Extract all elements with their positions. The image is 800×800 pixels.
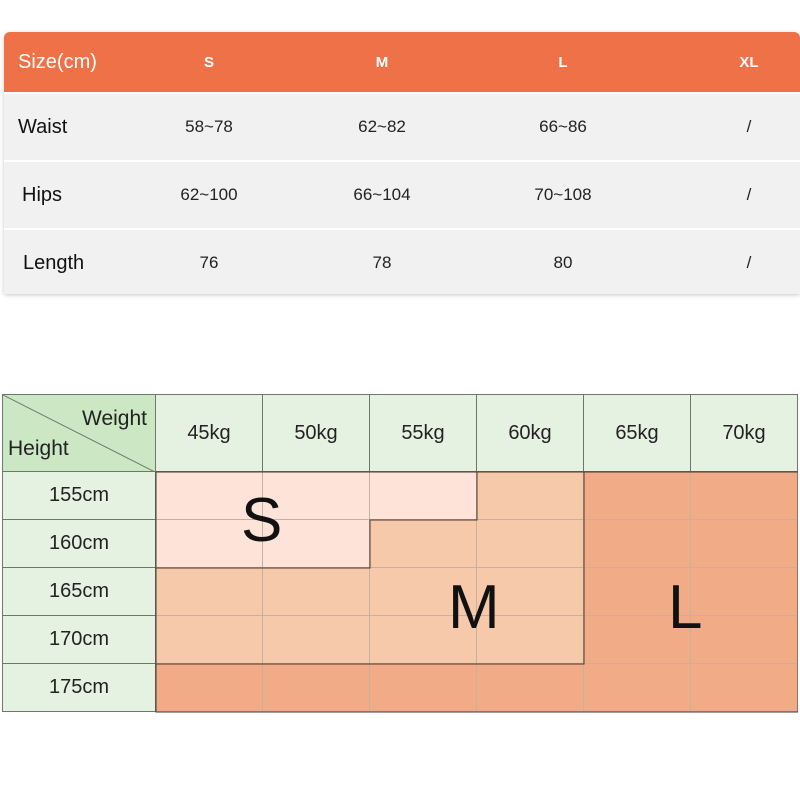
row-label: Waist <box>18 115 68 138</box>
cell-value: 80 <box>553 253 573 272</box>
row-hips: Hips 62~100 66~104 70~108 / <box>4 160 800 228</box>
height-header: 160cm <box>2 520 156 568</box>
cell-value: 62~82 <box>358 117 406 136</box>
weight-header: 50kg <box>263 394 370 472</box>
size-cell-m <box>263 616 370 664</box>
size-cell-l <box>156 664 263 712</box>
cell-value: 66~86 <box>539 117 587 136</box>
size-cell-m <box>477 472 584 520</box>
size-cell-l <box>584 520 691 568</box>
height-weight-chart: Weight Height 45kg 50kg 55kg 60kg 65kg 70kg 15… <box>2 394 798 714</box>
cell-value: 66~104 <box>353 185 411 204</box>
cell-value: / <box>746 185 752 204</box>
size-zone-label-m: M <box>448 573 500 642</box>
cell-value: 70~108 <box>534 185 592 204</box>
cell-value: / <box>746 117 752 136</box>
size-cell-l <box>691 568 798 616</box>
cell-value: 62~100 <box>180 185 238 204</box>
size-cell-m <box>370 520 477 568</box>
header-label: Size(cm) <box>18 50 97 73</box>
size-cell-s <box>370 472 477 520</box>
height-axis-label: Height <box>8 437 69 460</box>
row-label: Length <box>23 251 85 274</box>
size-table-header: Size(cm) S M L XL <box>4 32 800 92</box>
diagonal-divider <box>3 395 157 473</box>
size-cell-l <box>691 520 798 568</box>
row-waist: Waist 58~78 62~82 66~86 / <box>4 92 800 160</box>
height-header: 155cm <box>2 472 156 520</box>
cell-value: 78 <box>372 253 392 272</box>
cell-value: 76 <box>199 253 219 272</box>
size-table: Size(cm) S M L XL Waist 58~78 62~82 66~8… <box>4 32 800 294</box>
corner-header: Weight Height <box>2 394 157 473</box>
cell-value: / <box>746 253 752 272</box>
height-header: 175cm <box>2 664 156 712</box>
weight-header: 55kg <box>370 394 477 472</box>
size-cell-l <box>691 472 798 520</box>
row-length: Length 76 78 80 / <box>4 228 800 294</box>
header-size-m: M <box>375 53 389 71</box>
size-cell-l <box>477 664 584 712</box>
weight-header: 65kg <box>584 394 691 472</box>
size-zone-label-l: L <box>668 573 703 642</box>
cell-value: 58~78 <box>185 117 233 136</box>
height-header: 170cm <box>2 616 156 664</box>
size-cell-l <box>584 664 691 712</box>
weight-header: 60kg <box>477 394 584 472</box>
size-zone-label-s: S <box>241 486 283 555</box>
row-label: Hips <box>22 183 63 206</box>
weight-header: 70kg <box>691 394 798 472</box>
weight-axis-label: Weight <box>82 407 147 430</box>
size-cell-l <box>584 472 691 520</box>
size-cell-l <box>263 664 370 712</box>
size-cell-m <box>156 616 263 664</box>
size-cell-l <box>370 664 477 712</box>
size-cell-l <box>691 664 798 712</box>
size-cell-m <box>263 568 370 616</box>
header-size-l: L <box>558 53 568 71</box>
size-cell-l <box>691 616 798 664</box>
size-cell-m <box>477 520 584 568</box>
height-header: 165cm <box>2 568 156 616</box>
weight-header: 45kg <box>156 394 263 472</box>
header-size-xl: XL <box>739 53 759 71</box>
size-cell-m <box>156 568 263 616</box>
header-size-s: S <box>203 53 214 71</box>
